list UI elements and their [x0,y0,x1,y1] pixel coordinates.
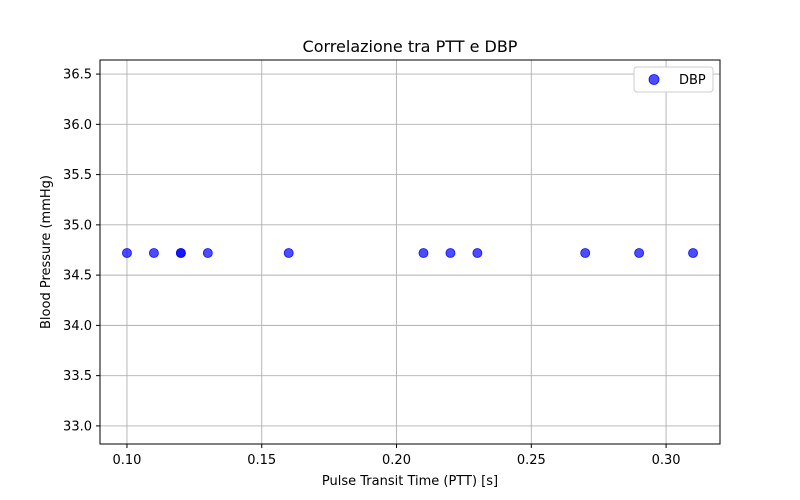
chart-title: Correlazione tra PTT e DBP [303,37,518,56]
x-tick-label: 0.25 [517,453,546,468]
y-tick-label: 35.5 [63,168,92,183]
y-tick-label: 33.5 [63,369,92,384]
data-point [122,248,132,258]
legend-label-dbp: DBP [679,73,706,88]
x-axis-ticks: 0.10 0.15 0.20 0.25 0.30 [112,444,681,468]
data-point [283,248,294,258]
data-point [202,248,213,258]
y-tick-label: 36.5 [63,68,92,83]
y-tick-label: 34.0 [63,319,92,334]
data-point [418,248,429,258]
plot-frame [99,59,721,445]
data-point [634,248,645,258]
x-tick-label: 0.10 [112,453,141,468]
y-tick-label: 35.0 [63,218,92,233]
y-tick-label: 34.5 [63,269,92,284]
data-point [445,248,456,258]
y-tick-label: 33.0 [63,419,92,434]
points-layer [122,248,698,258]
data-point [580,248,591,258]
plot-background [100,60,720,444]
legend: DBP [633,66,714,93]
x-tick-label: 0.20 [382,453,411,468]
data-point [472,248,483,258]
x-axis-title: Pulse Transit Time (PTT) [s] [322,474,498,489]
y-axis-title: Blood Pressure (mmHg) [39,175,54,329]
y-axis-ticks: 33.0 33.5 34.0 34.5 35.0 35.5 36.0 36.5 [63,68,100,434]
y-tick-label: 36.0 [63,118,92,133]
legend-box [633,66,714,93]
data-point [688,248,698,258]
grid-layer [100,60,720,444]
x-tick-label: 0.15 [247,453,276,468]
data-point [175,248,186,258]
x-tick-label: 0.30 [652,453,681,468]
legend-marker-dbp [648,74,660,85]
data-point [149,248,159,258]
